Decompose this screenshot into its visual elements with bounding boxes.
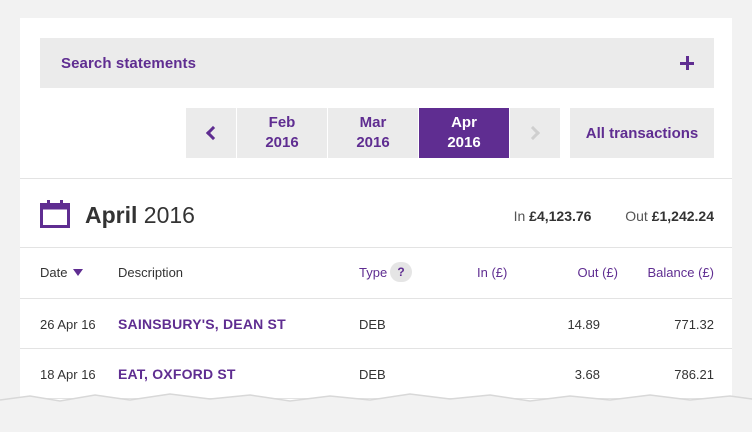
divider <box>20 247 732 248</box>
next-month-button[interactable] <box>510 108 560 158</box>
statement-totals: In £4,123.76 Out £1,242.24 <box>514 208 714 224</box>
month-tab-feb[interactable]: Feb 2016 <box>237 108 327 158</box>
month-tab-year: 2016 <box>356 134 390 151</box>
date-header-label: Date <box>40 265 68 280</box>
help-icon[interactable]: ? <box>390 262 412 282</box>
search-statements-bar[interactable]: Search statements <box>40 38 714 88</box>
previous-month-button[interactable] <box>186 108 236 158</box>
description-column-header: Description <box>118 265 184 280</box>
row-date: 26 Apr 16 <box>40 317 96 332</box>
month-tab-month: Mar <box>359 114 387 131</box>
statements-card: Search statements Feb 2016 Mar 2016 Apr … <box>20 18 732 416</box>
total-in-value: £4,123.76 <box>529 208 592 224</box>
type-column-header[interactable]: Type <box>359 265 388 280</box>
row-out-amount: 3.68 <box>574 367 600 382</box>
row-balance: 771.32 <box>674 317 714 332</box>
balance-column-header[interactable]: Balance (£) <box>647 265 714 280</box>
sort-descending-icon <box>73 269 84 276</box>
statement-title: April 2016 <box>85 202 195 229</box>
total-out-label: Out <box>625 208 648 224</box>
total-in-label: In <box>513 208 526 224</box>
row-out-amount: 14.89 <box>567 317 600 332</box>
row-description-link[interactable]: SAINSBURY'S, DEAN ST <box>118 316 286 332</box>
row-balance: 786.21 <box>674 367 714 382</box>
month-tab-year: 2016 <box>265 134 299 151</box>
chevron-left-icon <box>205 125 221 141</box>
divider <box>20 348 732 349</box>
month-navigation: Feb 2016 Mar 2016 Apr 2016 <box>186 108 560 158</box>
divider <box>20 178 732 179</box>
row-type: DEB <box>359 317 386 332</box>
row-description-link[interactable]: EAT, OXFORD ST <box>118 366 236 382</box>
month-tab-apr[interactable]: Apr 2016 <box>419 108 509 158</box>
total-out-value: £1,242.24 <box>651 208 714 224</box>
row-date: 18 Apr 16 <box>40 367 96 382</box>
date-column-header[interactable]: Date <box>40 265 84 280</box>
out-column-header[interactable]: Out (£) <box>577 265 618 280</box>
month-tab-mar[interactable]: Mar 2016 <box>328 108 418 158</box>
in-column-header[interactable]: In (£) <box>477 265 508 280</box>
divider <box>20 298 732 299</box>
chevron-right-icon <box>525 125 541 141</box>
row-type: DEB <box>359 367 386 382</box>
month-tab-month: Feb <box>268 114 296 131</box>
month-tab-year: 2016 <box>447 134 481 151</box>
plus-icon[interactable] <box>680 56 694 70</box>
torn-paper-edge <box>0 393 752 432</box>
month-tab-month: Apr <box>451 114 477 131</box>
search-statements-label: Search statements <box>61 54 197 72</box>
calendar-icon <box>40 200 70 228</box>
all-transactions-button[interactable]: All transactions <box>570 108 714 158</box>
statement-year: 2016 <box>143 202 195 228</box>
statement-month: April <box>85 202 138 228</box>
